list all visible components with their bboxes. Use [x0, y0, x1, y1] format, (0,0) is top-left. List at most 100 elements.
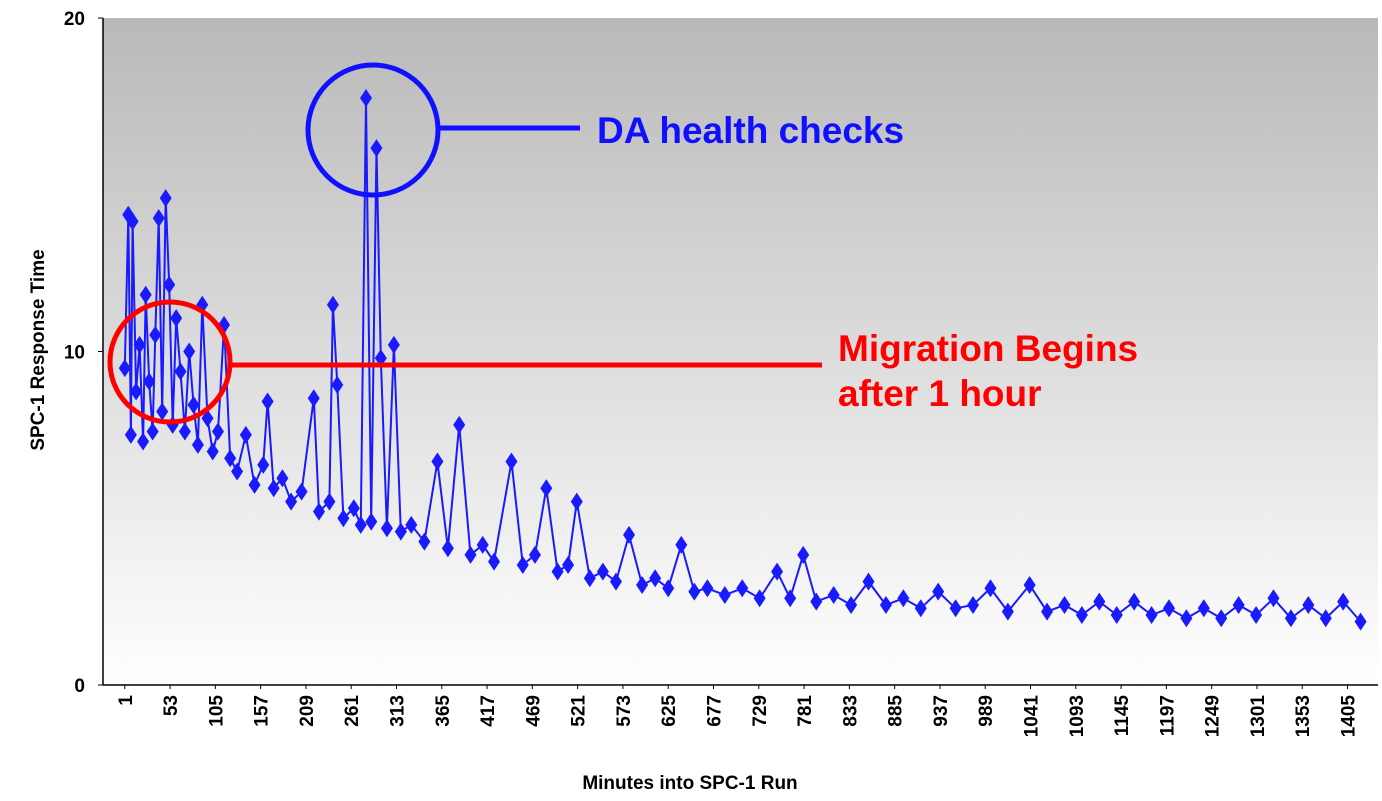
data-point: [583, 569, 596, 588]
data-point: [1319, 609, 1332, 628]
data-point: [540, 479, 553, 498]
data-point: [337, 509, 350, 528]
x-tick-label: 469: [523, 695, 544, 727]
data-point: [431, 452, 444, 471]
data-point: [771, 562, 784, 581]
data-point: [187, 395, 200, 414]
data-point: [124, 425, 137, 444]
data-point: [248, 475, 261, 494]
x-tick-label: 261: [342, 695, 363, 727]
x-tick-label: 417: [478, 695, 499, 727]
data-point: [1093, 592, 1106, 611]
y-tick-label: 0: [74, 676, 85, 697]
data-point: [701, 579, 714, 598]
data-point: [1302, 595, 1315, 614]
data-point: [130, 382, 143, 401]
data-point: [753, 589, 766, 608]
x-tick-label: 365: [433, 695, 454, 727]
data-point: [295, 482, 308, 501]
data-point: [156, 402, 169, 421]
data-point: [347, 499, 360, 518]
data-point: [516, 555, 529, 574]
data-point: [984, 579, 997, 598]
data-point: [149, 325, 162, 344]
data-point: [897, 589, 910, 608]
data-point: [174, 362, 187, 381]
data-point: [1267, 589, 1280, 608]
data-point: [1337, 592, 1350, 611]
data-point: [163, 275, 176, 294]
data-point: [949, 599, 962, 618]
data-point: [159, 189, 172, 208]
x-tick-label: 1: [116, 695, 137, 706]
data-point: [736, 579, 749, 598]
y-tick-label: 10: [64, 343, 85, 364]
data-point: [675, 535, 688, 554]
highlight-circle: [305, 62, 441, 198]
data-point: [418, 532, 431, 551]
data-point: [562, 555, 575, 574]
data-point: [133, 335, 146, 354]
data-point: [118, 359, 131, 378]
data-point: [331, 375, 344, 394]
data-point: [365, 512, 378, 531]
data-point: [623, 525, 636, 544]
data-point: [1354, 612, 1367, 631]
data-point: [139, 285, 152, 304]
data-point: [862, 572, 875, 591]
data-point: [183, 342, 196, 361]
data-point: [1215, 609, 1228, 628]
data-point: [1232, 595, 1245, 614]
data-point: [649, 569, 662, 588]
x-tick-label: 1405: [1339, 695, 1360, 738]
data-point: [441, 539, 454, 558]
x-tick-label: 209: [297, 695, 318, 727]
x-tick-label: 1301: [1248, 695, 1269, 738]
data-point: [1162, 599, 1175, 618]
data-point: [845, 595, 858, 614]
x-tick-label: 1041: [1022, 695, 1043, 738]
data-point: [360, 89, 373, 108]
data-point: [178, 422, 191, 441]
x-tick-label: 105: [206, 695, 227, 727]
data-point: [257, 455, 270, 474]
data-point: [609, 572, 622, 591]
data-point: [688, 582, 701, 601]
data-point: [276, 469, 289, 488]
data-point: [405, 515, 418, 534]
x-tick-label: 781: [795, 695, 816, 727]
data-point: [453, 415, 466, 434]
data-point: [307, 389, 320, 408]
data-point: [380, 519, 393, 538]
data-point: [797, 545, 810, 564]
annotation: DA health checks: [597, 110, 904, 151]
plot-area: [103, 18, 1378, 685]
data-point: [1001, 602, 1014, 621]
x-tick-label: 1249: [1203, 695, 1224, 737]
data-point: [370, 139, 383, 158]
data-point: [476, 535, 489, 554]
x-tick-label: 989: [976, 695, 997, 727]
data-point: [528, 545, 541, 564]
annotation: Migration Begins: [838, 328, 1138, 369]
x-tick-label: 573: [614, 695, 635, 727]
data-point: [312, 502, 325, 521]
data-point: [231, 462, 244, 481]
x-tick-label: 1197: [1157, 695, 1178, 736]
data-point: [488, 552, 501, 571]
data-point: [326, 295, 339, 314]
data-point: [662, 579, 675, 598]
data-point: [261, 392, 274, 411]
data-point: [1284, 609, 1297, 628]
x-tick-label: 885: [886, 695, 907, 727]
data-point: [323, 492, 336, 511]
data-point: [1145, 605, 1158, 624]
data-point: [285, 492, 298, 511]
data-point: [551, 562, 564, 581]
data-point: [143, 372, 156, 391]
x-tick-label: 833: [840, 695, 861, 727]
data-point: [211, 422, 224, 441]
data-point: [267, 479, 280, 498]
data-point: [1180, 609, 1193, 628]
